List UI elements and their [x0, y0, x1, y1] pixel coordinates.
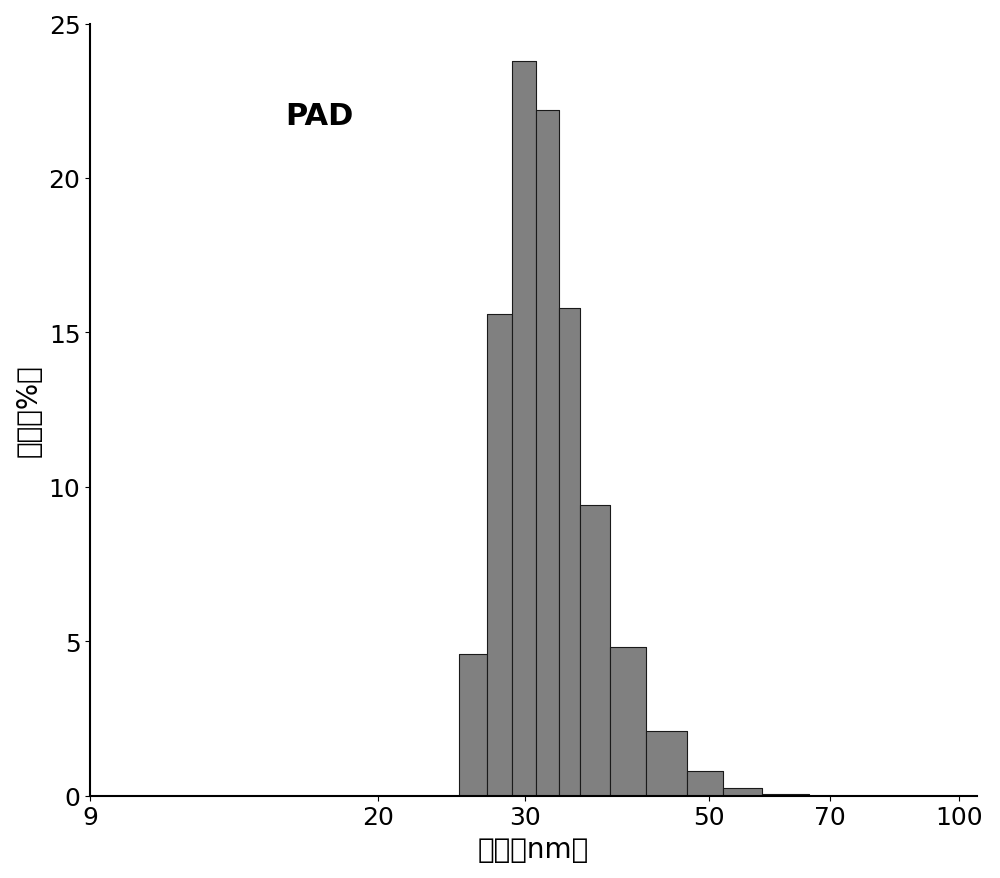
Y-axis label: 数目（%）: 数目（%）	[15, 363, 43, 457]
X-axis label: 粒径（nm）: 粒径（nm）	[478, 835, 589, 863]
Text: PAD: PAD	[285, 102, 354, 131]
